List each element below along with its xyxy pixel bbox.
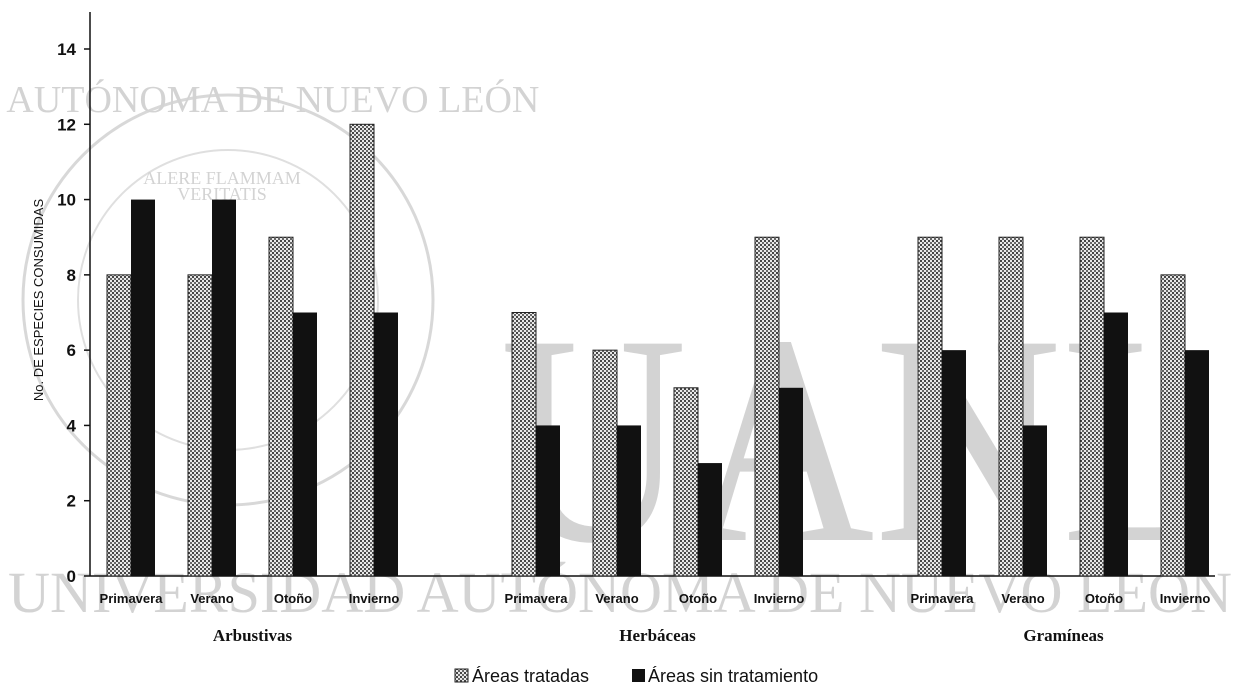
y-tick-label: 12 xyxy=(57,115,76,134)
x-category-label: Otoño xyxy=(679,591,717,606)
bar-untreated-arbustivas-3 xyxy=(374,312,398,576)
bar-untreated-herbáceas-3 xyxy=(779,387,803,576)
bar-untreated-herbáceas-2 xyxy=(698,463,722,576)
x-group-label: Herbáceas xyxy=(619,626,696,645)
legend-label-untreated: Áreas sin tratamiento xyxy=(648,666,818,686)
y-tick-label: 0 xyxy=(67,567,76,586)
watermark-motto-line1: ALERE FLAMMAM xyxy=(143,168,301,188)
bar-treated-gramíneas-0 xyxy=(917,236,943,577)
watermark-motto-line2: VERITATIS xyxy=(177,184,267,204)
legend: Áreas tratadas Áreas sin tratamiento xyxy=(454,666,818,686)
y-tick-label: 4 xyxy=(67,416,77,435)
x-category-label: Otoño xyxy=(274,591,312,606)
y-tick-label: 6 xyxy=(67,341,76,360)
y-tick-label: 8 xyxy=(67,266,76,285)
bar-untreated-gramíneas-3 xyxy=(1185,350,1209,576)
y-ticks: 0 2 4 6 8 10 12 14 xyxy=(57,40,90,586)
x-category-label: Verano xyxy=(190,591,233,606)
bar-treated-arbustivas-2 xyxy=(268,236,294,577)
bar-treated-herbáceas-0 xyxy=(511,312,537,577)
bar-treated-herbáceas-1 xyxy=(592,349,618,577)
bar-untreated-herbáceas-0 xyxy=(536,425,560,576)
bar-treated-gramíneas-3 xyxy=(1160,274,1186,577)
legend-swatch-untreated xyxy=(632,669,645,682)
x-group-label: Arbustivas xyxy=(213,626,293,645)
bar-untreated-gramíneas-2 xyxy=(1104,312,1128,576)
bar-untreated-arbustivas-0 xyxy=(131,199,155,577)
bar-treated-gramíneas-1 xyxy=(998,236,1024,577)
bar-treated-arbustivas-0 xyxy=(106,274,132,577)
legend-label-treated: Áreas tratadas xyxy=(472,666,589,686)
bar-treated-arbustivas-3 xyxy=(349,123,375,577)
x-category-label: Primavera xyxy=(505,591,569,606)
x-category-label: Verano xyxy=(1001,591,1044,606)
y-tick-label: 14 xyxy=(57,40,76,59)
bar-treated-herbáceas-2 xyxy=(673,387,699,577)
x-category-label: Verano xyxy=(595,591,638,606)
x-category-label: Primavera xyxy=(100,591,164,606)
x-group-label: Gramíneas xyxy=(1023,626,1104,645)
y-tick-label: 2 xyxy=(67,492,76,511)
y-tick-label: 10 xyxy=(57,191,76,210)
watermark-top-text: DAD AUTÓNOMA DE NUEVO LEÓN xyxy=(0,79,539,121)
x-category-label: Otoño xyxy=(1085,591,1123,606)
x-category-label: Invierno xyxy=(349,591,400,606)
x-category-label: Invierno xyxy=(754,591,805,606)
bar-treated-herbáceas-3 xyxy=(754,236,780,577)
x-category-label: Invierno xyxy=(1160,591,1211,606)
bars xyxy=(106,123,1209,577)
bar-untreated-gramíneas-0 xyxy=(942,350,966,576)
bar-treated-arbustivas-1 xyxy=(187,274,213,577)
y-axis-label: No. DE ESPECIES CONSUMIDAS xyxy=(31,199,46,402)
x-category-label: Primavera xyxy=(911,591,975,606)
bar-untreated-arbustivas-1 xyxy=(212,199,236,577)
bar-untreated-herbáceas-1 xyxy=(617,425,641,576)
x-labels: Primavera Verano Otoño Invierno Arbustivas Pr… xyxy=(100,591,1211,645)
bar-untreated-gramíneas-1 xyxy=(1023,425,1047,576)
legend-swatch-treated xyxy=(454,668,469,683)
bar-treated-gramíneas-2 xyxy=(1079,236,1105,577)
bar-untreated-arbustivas-2 xyxy=(293,312,317,576)
